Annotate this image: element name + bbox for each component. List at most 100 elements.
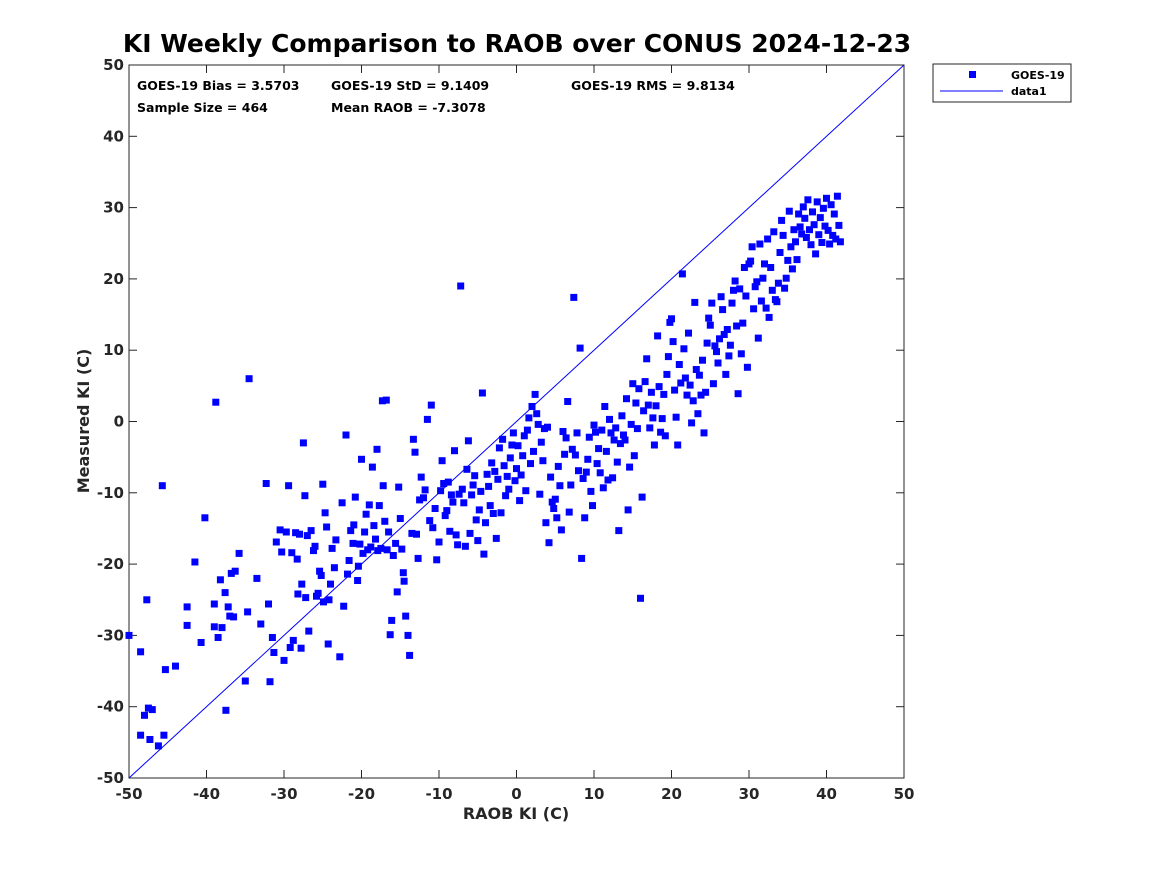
data-point (307, 527, 315, 535)
data-point (641, 378, 649, 386)
data-point (792, 238, 799, 246)
data-point (731, 277, 739, 285)
data-point (697, 391, 705, 399)
data-point (630, 452, 638, 460)
data-point (719, 306, 727, 314)
y-tick-label: -10 (97, 484, 124, 502)
y-tick-label: 40 (103, 127, 124, 145)
data-point (305, 627, 313, 635)
data-point (458, 485, 466, 493)
data-point (691, 298, 699, 306)
data-point (340, 602, 348, 610)
data-point (835, 221, 843, 229)
data-point (725, 352, 733, 360)
x-tick-label: 40 (816, 785, 837, 803)
data-point (702, 388, 710, 396)
data-point (505, 485, 513, 493)
data-point (253, 574, 261, 582)
data-point (680, 345, 688, 353)
data-point (573, 429, 581, 437)
data-point (377, 544, 385, 552)
data-point (495, 444, 503, 452)
data-point (349, 539, 357, 547)
data-point (320, 598, 327, 606)
data-point (713, 348, 720, 356)
data-point (310, 547, 317, 555)
x-tick-label: -30 (270, 785, 297, 803)
data-point (685, 329, 692, 337)
data-point (709, 380, 717, 388)
data-point (575, 467, 582, 475)
data-point (661, 432, 669, 440)
data-point (621, 436, 629, 444)
data-point (158, 482, 166, 490)
data-point (438, 457, 446, 465)
data-point (730, 286, 737, 294)
x-tick-label: -50 (115, 785, 142, 803)
data-point (183, 621, 191, 629)
data-point (576, 344, 584, 352)
data-point (761, 260, 768, 268)
data-point (776, 249, 784, 256)
data-point (694, 410, 702, 418)
data-point (226, 612, 234, 620)
data-point (235, 549, 243, 557)
data-point (627, 420, 635, 428)
data-point (785, 207, 793, 215)
data-point (587, 487, 595, 495)
data-point (148, 706, 156, 714)
data-point (356, 540, 364, 548)
y-tick-label: 0 (114, 413, 124, 431)
data-point (657, 428, 665, 436)
data-point (624, 506, 632, 514)
data-point (365, 501, 373, 509)
data-point (420, 494, 427, 502)
data-point (579, 475, 587, 482)
data-point (316, 567, 324, 575)
data-point (433, 556, 441, 564)
data-point (536, 490, 544, 498)
data-point (361, 528, 369, 536)
data-point (551, 495, 559, 503)
data-point (650, 441, 658, 449)
data-point (765, 313, 773, 321)
data-point (336, 653, 344, 661)
data-point (703, 339, 711, 347)
legend-label-goes19: GOES-19 (1011, 69, 1065, 82)
data-point (389, 552, 397, 559)
data-point (393, 588, 401, 596)
data-point (610, 436, 618, 444)
data-point (829, 231, 837, 239)
data-point (224, 603, 232, 611)
data-point (354, 562, 362, 570)
data-point (426, 517, 434, 525)
data-point (358, 455, 365, 463)
data-point (429, 524, 437, 532)
data-point (790, 226, 798, 234)
x-tick-label: -20 (348, 785, 375, 803)
data-point (773, 298, 781, 306)
data-point (754, 334, 762, 342)
data-point (373, 445, 381, 453)
y-tick-label: 20 (103, 270, 124, 288)
data-point (516, 497, 524, 505)
data-point (809, 208, 816, 216)
data-point (663, 370, 671, 378)
data-point (317, 572, 325, 579)
data-point (652, 402, 660, 410)
data-point (779, 231, 787, 239)
data-point (677, 379, 685, 387)
data-point (669, 338, 677, 346)
data-point (565, 508, 573, 516)
data-point (523, 426, 531, 434)
data-point (210, 600, 218, 608)
data-point (804, 196, 812, 204)
data-point (417, 473, 425, 481)
data-point (388, 616, 396, 624)
data-point (564, 398, 572, 405)
data-point (506, 454, 514, 462)
data-point (798, 230, 806, 238)
data-point (172, 662, 179, 670)
data-point (542, 519, 550, 527)
